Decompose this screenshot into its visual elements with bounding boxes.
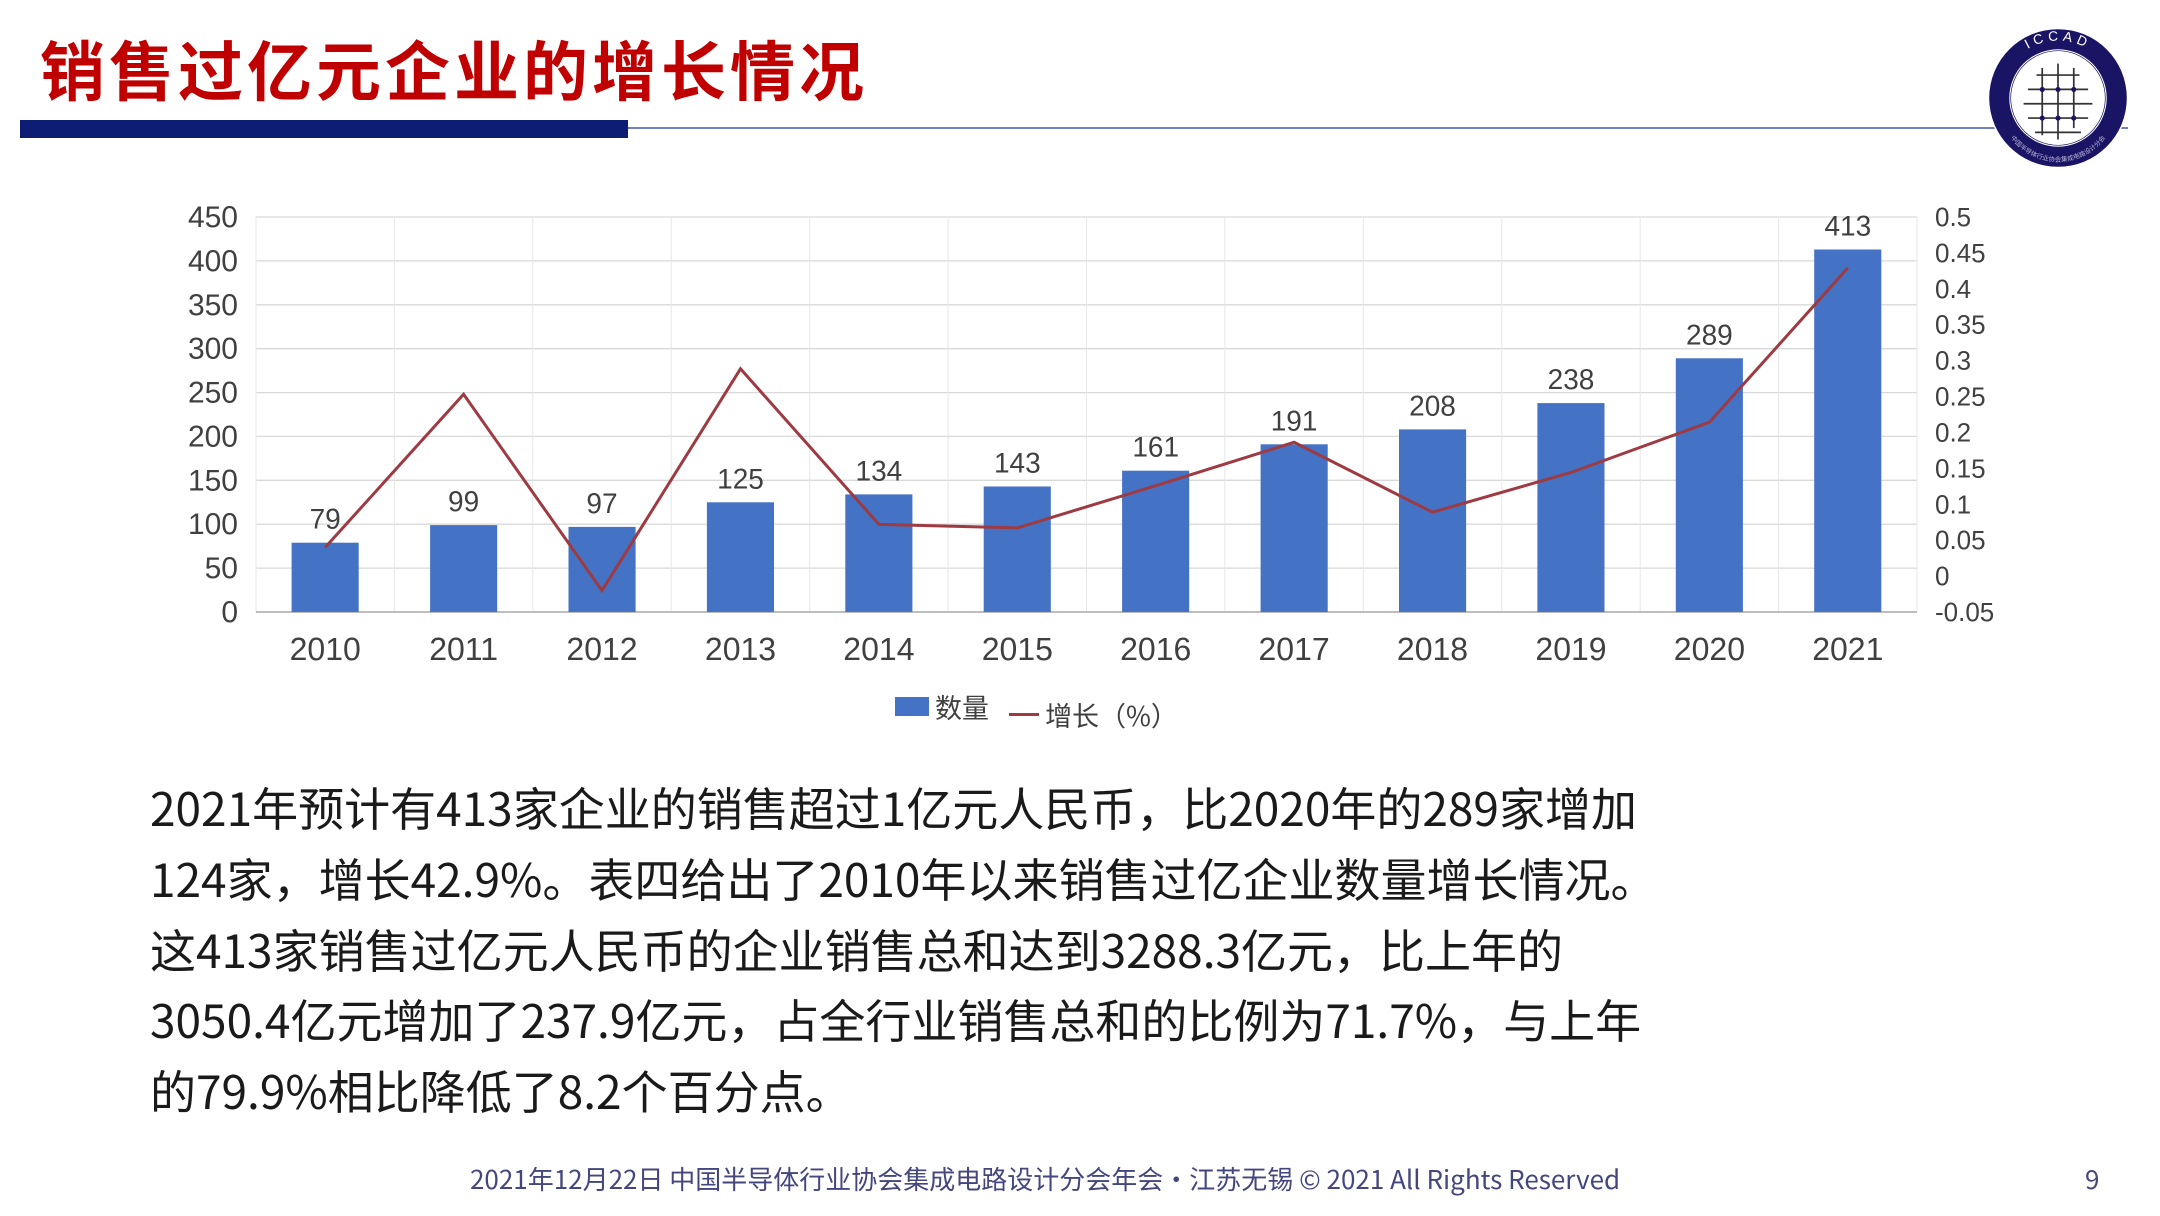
svg-text:350: 350 bbox=[188, 289, 238, 322]
svg-text:400: 400 bbox=[188, 245, 238, 278]
svg-text:2012: 2012 bbox=[566, 631, 637, 667]
svg-text:2015: 2015 bbox=[982, 631, 1053, 667]
svg-text:2010: 2010 bbox=[290, 631, 361, 667]
svg-text:2016: 2016 bbox=[1120, 631, 1191, 667]
svg-text:0: 0 bbox=[1935, 561, 1949, 591]
svg-text:200: 200 bbox=[188, 420, 238, 453]
svg-text:191: 191 bbox=[1271, 405, 1318, 436]
svg-text:2020: 2020 bbox=[1674, 631, 1745, 667]
svg-text:0.5: 0.5 bbox=[1935, 202, 1971, 232]
svg-text:97: 97 bbox=[586, 488, 617, 519]
svg-text:-0.05: -0.05 bbox=[1935, 597, 1994, 627]
svg-text:0.25: 0.25 bbox=[1935, 382, 1986, 412]
svg-text:79: 79 bbox=[310, 504, 341, 535]
svg-text:0.05: 0.05 bbox=[1935, 525, 1986, 555]
svg-text:0: 0 bbox=[221, 596, 238, 629]
svg-text:2013: 2013 bbox=[705, 631, 776, 667]
svg-text:0.3: 0.3 bbox=[1935, 346, 1971, 376]
svg-text:450: 450 bbox=[188, 201, 238, 234]
svg-text:208: 208 bbox=[1409, 390, 1456, 421]
svg-text:0.4: 0.4 bbox=[1935, 274, 1971, 304]
svg-text:2017: 2017 bbox=[1259, 631, 1330, 667]
svg-text:0.45: 0.45 bbox=[1935, 238, 1986, 268]
svg-text:150: 150 bbox=[188, 464, 238, 497]
svg-text:50: 50 bbox=[205, 552, 238, 585]
svg-text:2021: 2021 bbox=[1812, 631, 1883, 667]
svg-text:99: 99 bbox=[448, 486, 479, 517]
svg-text:2011: 2011 bbox=[429, 631, 498, 667]
svg-text:413: 413 bbox=[1824, 211, 1871, 242]
svg-text:161: 161 bbox=[1132, 432, 1179, 463]
svg-text:300: 300 bbox=[188, 333, 238, 366]
svg-text:0.1: 0.1 bbox=[1935, 489, 1971, 519]
svg-text:2014: 2014 bbox=[843, 631, 914, 667]
svg-text:250: 250 bbox=[188, 377, 238, 410]
svg-text:238: 238 bbox=[1548, 364, 1595, 395]
svg-text:0.2: 0.2 bbox=[1935, 418, 1971, 448]
svg-text:100: 100 bbox=[188, 508, 238, 541]
svg-text:0.15: 0.15 bbox=[1935, 453, 1986, 483]
svg-text:2018: 2018 bbox=[1397, 631, 1468, 667]
svg-text:289: 289 bbox=[1686, 319, 1733, 350]
svg-text:134: 134 bbox=[856, 455, 903, 486]
svg-text:125: 125 bbox=[717, 463, 764, 494]
svg-text:0.35: 0.35 bbox=[1935, 310, 1986, 340]
svg-text:143: 143 bbox=[994, 448, 1041, 479]
svg-text:2019: 2019 bbox=[1535, 631, 1606, 667]
